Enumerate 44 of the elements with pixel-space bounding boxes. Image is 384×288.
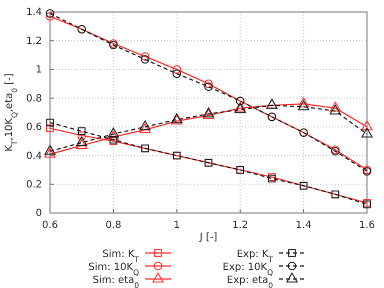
point: [361, 120, 373, 130]
point: [172, 69, 182, 78]
legend-label: Exp: K$_{T}$: [236, 249, 274, 264]
point: [44, 144, 56, 155]
point: [76, 136, 88, 146]
y-tick-label: 0.4: [26, 150, 42, 162]
point: [78, 132, 86, 140]
x-tick-label: 0.8: [105, 220, 122, 232]
point: [172, 65, 182, 74]
point: [330, 102, 341, 112]
x-tick-label: 1: [174, 220, 180, 232]
legend-label: Sim: 10K$_{Q}$: [88, 262, 140, 276]
point: [140, 123, 151, 134]
point: [361, 128, 373, 138]
x-axis-title: J [-]: [198, 232, 218, 243]
legend-label: Exp: eta$_{0}$: [226, 275, 274, 288]
point: [204, 82, 213, 91]
y-tick-label: 1: [36, 64, 42, 76]
point: [204, 80, 213, 88]
y-tick-label: 1.4: [26, 7, 42, 18]
y-tick-label: 1.2: [26, 36, 42, 47]
y-tick-label: 0.8: [26, 93, 42, 104]
point: [46, 124, 54, 132]
legend-label: Sim: K$_{T}$: [102, 249, 140, 264]
point: [140, 52, 150, 61]
point: [44, 148, 56, 158]
x-tick-label: 1.2: [232, 220, 248, 232]
point: [298, 100, 310, 110]
legend-label: Exp: 10K$_{Q}$: [222, 262, 274, 276]
x-tick-label: 1.4: [296, 220, 312, 232]
y-tick-label: 0.2: [26, 179, 42, 190]
point: [330, 104, 341, 115]
point: [140, 120, 151, 130]
point: [108, 130, 119, 140]
x-tick-label: 1.6: [359, 220, 375, 232]
point: [46, 12, 54, 21]
point: [140, 55, 150, 64]
point: [76, 139, 88, 149]
y-tick-label: 0: [36, 208, 42, 220]
legend-label: Sim: eta$_{0}$: [92, 275, 140, 288]
y-tick-label: 0.6: [26, 122, 42, 134]
point: [298, 98, 310, 108]
point: [108, 128, 119, 138]
point: [46, 9, 54, 18]
